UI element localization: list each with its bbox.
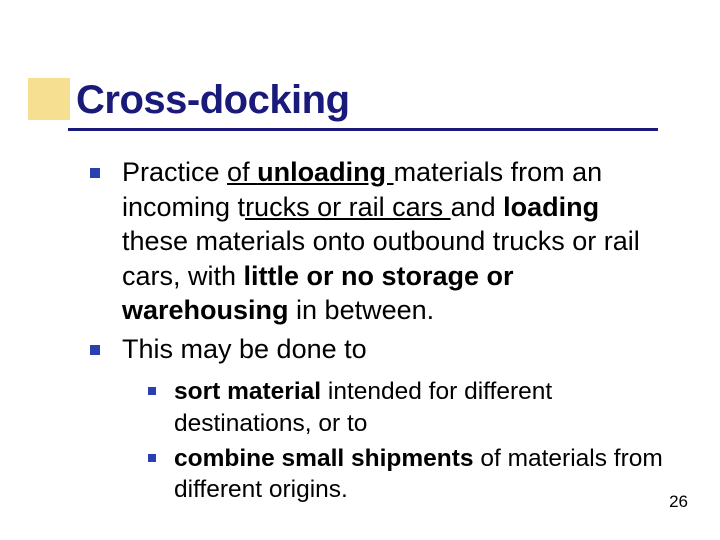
bullet-icon [90, 345, 100, 355]
bullet-text: This may be done to [122, 332, 367, 367]
bullet-icon [148, 387, 156, 395]
sub-bullet-text: combine small shipments of materials fro… [174, 443, 670, 506]
bullet-text: Practice of unloading materials from an … [122, 155, 670, 328]
page-number: 26 [669, 492, 688, 512]
bullet-item: Practice of unloading materials from an … [90, 155, 670, 328]
sub-bullet-item: sort material intended for different des… [148, 376, 670, 439]
page-title: Cross-docking [76, 78, 350, 123]
sub-bullet-text: sort material intended for different des… [174, 376, 670, 439]
accent-block [28, 78, 70, 120]
bullet-icon [148, 454, 156, 462]
title-underline [68, 128, 658, 131]
sub-bullet-item: combine small shipments of materials fro… [148, 443, 670, 506]
bullet-item: This may be done to [90, 332, 670, 367]
sub-bullet-list: sort material intended for different des… [148, 376, 670, 505]
bullet-icon [90, 168, 100, 178]
content-area: Practice of unloading materials from an … [90, 155, 670, 510]
